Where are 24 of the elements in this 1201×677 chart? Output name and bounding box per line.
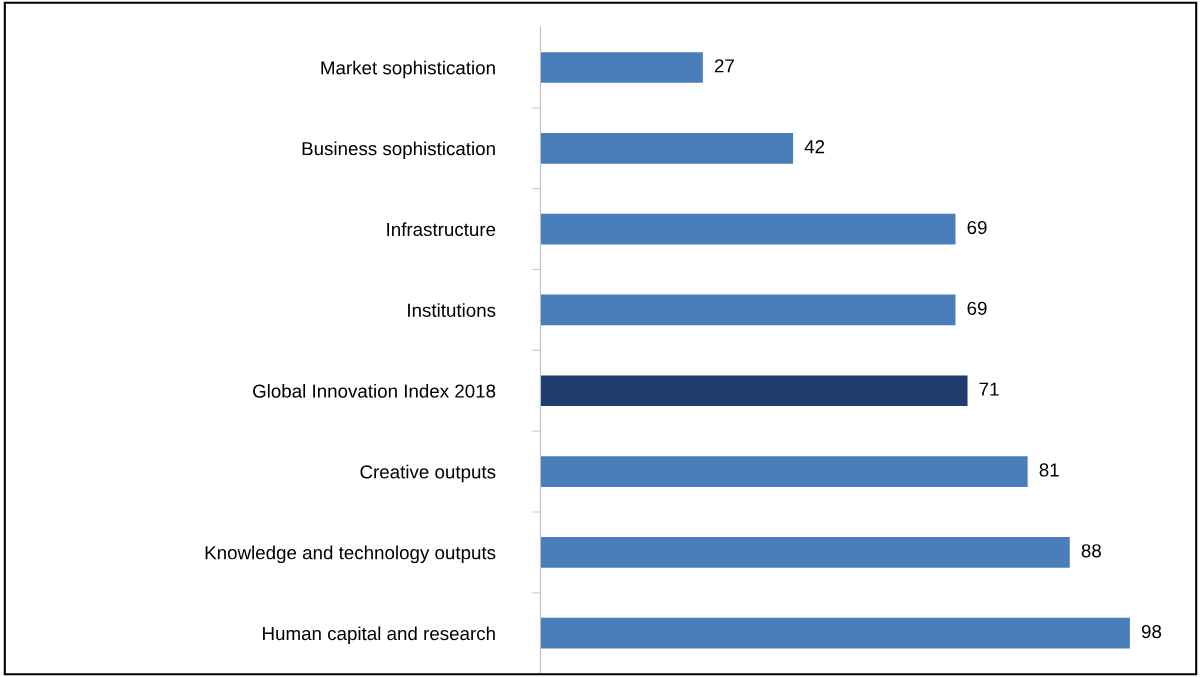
- bar: [540, 132, 794, 164]
- data-label: 42: [804, 140, 825, 154]
- data-label: 98: [1141, 624, 1162, 639]
- data-label: 71: [979, 382, 999, 396]
- y-tick-label: Business sophistication: [302, 141, 495, 159]
- y-tick-label: Human capital and research: [263, 626, 495, 644]
- data-label: 88: [1081, 544, 1101, 558]
- bar: [540, 617, 1130, 649]
- bar: [540, 213, 956, 245]
- data-label: 81: [1039, 463, 1059, 477]
- bar: [540, 456, 1028, 487]
- data-label: 69: [967, 220, 987, 235]
- data-label: 69: [967, 301, 987, 315]
- y-tick-label: Market sophistication: [321, 60, 495, 79]
- bar: [540, 375, 968, 407]
- y-tick-label: Infrastructure: [387, 222, 496, 237]
- bar: [540, 537, 1070, 568]
- y-tick-label: Knowledge and technology outputs: [205, 545, 496, 564]
- bar: [540, 294, 956, 326]
- y-tick-label: Institutions: [408, 303, 496, 317]
- y-tick-label: Creative outputs: [360, 464, 496, 483]
- y-tick-label: Global Innovation Index 2018: [253, 383, 496, 398]
- data-label: 27: [714, 59, 734, 73]
- bar: [540, 52, 703, 83]
